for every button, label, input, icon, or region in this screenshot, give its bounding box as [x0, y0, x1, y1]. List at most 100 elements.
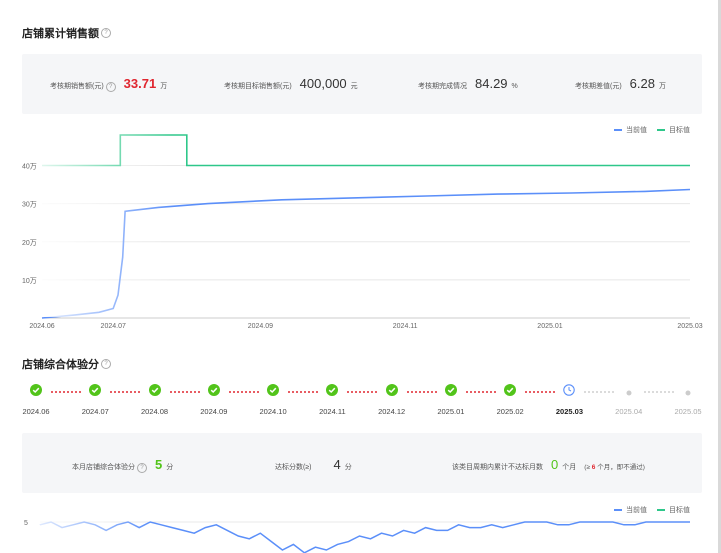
timeline-connector	[287, 391, 319, 393]
sales-chart-legend: 当前值 目标值	[604, 125, 690, 135]
timeline-month-label: 2024.12	[378, 407, 406, 416]
metric-sales-label: 考核期销售额(元)	[50, 83, 104, 90]
timeline-month-label: 2024.09	[200, 407, 228, 416]
timeline-connector	[405, 391, 437, 393]
y-tick-label: 10万	[22, 277, 37, 285]
timeline-month-label: 2025.04	[615, 407, 643, 416]
clock-icon[interactable]	[563, 383, 576, 401]
timeline-connector	[109, 391, 141, 393]
timeline-month-label: 2024.08	[140, 407, 169, 416]
timeline-connector	[642, 391, 674, 393]
x-tick-label: 2024.11	[393, 323, 418, 330]
timeline-connector	[168, 391, 200, 393]
metric-diff-label: 考核期差值(元)	[575, 83, 622, 90]
help-icon[interactable]: ?	[105, 82, 116, 92]
help-icon[interactable]: ?	[137, 463, 147, 473]
metric-fail-months-unit: 个月	[562, 464, 577, 471]
legend-current-swatch	[614, 509, 622, 511]
help-icon[interactable]: ?	[101, 359, 111, 369]
y-tick-label: 5	[24, 520, 28, 527]
metric-sales-unit: 万	[160, 83, 168, 90]
metric-standard-value: 4	[333, 457, 341, 472]
x-tick-label: 2024.09	[248, 323, 273, 330]
metric-fail-months: 该类目周期内累计不达标月数 0 个月 (≥ 6 个月，即不通过)	[452, 457, 645, 472]
timeline-connector	[227, 391, 260, 393]
fade-overlay	[40, 512, 150, 553]
x-tick-label: 2024.06	[29, 323, 54, 330]
check-circle-icon[interactable]	[326, 383, 339, 401]
legend-target-label[interactable]: 目标值	[669, 127, 690, 134]
legend-current-label[interactable]: 当前值	[626, 127, 647, 134]
metric-target-value: 400,000	[299, 76, 347, 91]
y-tick-label: 30万	[22, 201, 37, 209]
x-tick-label: 2025.01	[537, 323, 562, 330]
metric-completion-label: 考核期完成情况	[418, 83, 467, 90]
metric-target-unit: 元	[350, 83, 358, 90]
timeline-month-label: 2024.06	[22, 407, 50, 416]
section-title-experience-text: 店铺综合体验分	[22, 359, 99, 371]
timeline-connector	[346, 391, 378, 393]
legend-target-swatch	[657, 129, 665, 131]
fail-threshold-note: (≥ 6 个月，即不通过)	[584, 461, 645, 471]
check-circle-icon[interactable]	[385, 383, 398, 401]
check-circle-icon[interactable]	[444, 383, 457, 401]
metric-score-label: 本月店铺综合体验分	[72, 464, 135, 471]
metric-sales: 考核期销售额(元) ? 33.71 万	[50, 76, 167, 92]
check-circle-icon[interactable]	[30, 383, 42, 401]
legend-current-swatch	[614, 129, 622, 131]
legend-current-label[interactable]: 当前值	[626, 507, 647, 514]
check-circle-icon[interactable]	[89, 383, 102, 401]
timeline-connector	[524, 391, 556, 393]
legend-target-label[interactable]: 目标值	[669, 507, 690, 514]
metric-completion-value: 84.29	[475, 76, 508, 91]
pending-dot-icon[interactable]	[685, 383, 691, 401]
metric-standard-label: 达标分数(≥)	[275, 464, 312, 471]
frame-border	[718, 0, 721, 553]
legend-target-swatch	[657, 509, 665, 511]
score-chart-legend: 当前值 目标值	[604, 505, 690, 515]
metric-target: 考核期目标销售额(元) 400,000 元	[224, 76, 358, 91]
x-tick-label: 2025.03	[677, 323, 702, 330]
section-title-experience: 店铺综合体验分 ?	[22, 356, 111, 372]
metric-diff: 考核期差值(元) 6.28 万	[575, 76, 666, 91]
check-circle-icon[interactable]	[207, 383, 220, 401]
fail-note-prefix: (≥	[584, 464, 590, 471]
sales-line-chart: 10万 20万 30万 40万 2024.06 2024.07 2024.09 2024.11…	[22, 130, 703, 330]
metric-target-label: 考核期目标销售额(元)	[224, 83, 292, 90]
metric-score: 本月店铺综合体验分 ? 5 分	[72, 457, 173, 473]
section-title-sales-text: 店铺累计销售额	[22, 28, 99, 40]
metric-completion: 考核期完成情况 84.29 %	[418, 76, 518, 91]
timeline-connector	[464, 391, 497, 393]
fail-note-suffix: 个月，即不通过)	[597, 464, 645, 471]
timeline-month-label: 2024.11	[319, 407, 346, 416]
fail-note-number: 6	[591, 464, 596, 471]
y-tick-label: 40万	[22, 163, 37, 171]
timeline-connector	[50, 391, 82, 393]
x-tick-label: 2024.07	[101, 323, 126, 330]
timeline-month-label: 2024.10	[259, 407, 287, 416]
pending-dot-icon[interactable]	[626, 383, 632, 401]
section-title-sales: 店铺累计销售额 ?	[22, 25, 111, 41]
timeline-month-label: 2024.07	[81, 407, 109, 416]
check-circle-icon[interactable]	[267, 383, 280, 401]
fade-overlay	[42, 130, 172, 317]
metric-fail-months-label: 该类目周期内累计不达标月数	[452, 464, 543, 471]
timeline-month-label: 2025.05	[674, 407, 702, 416]
metric-score-unit: 分	[166, 464, 174, 471]
timeline-month-label: 2025.02	[496, 407, 524, 416]
experience-metrics-panel: 本月店铺综合体验分 ? 5 分 达标分数(≥) 4 分 该类目周期内累计不达标月…	[22, 433, 702, 493]
metric-score-value: 5	[155, 457, 163, 472]
help-icon[interactable]: ?	[101, 28, 111, 38]
check-circle-icon[interactable]	[504, 383, 517, 401]
metric-fail-months-value: 0	[551, 457, 559, 472]
check-circle-icon[interactable]	[148, 383, 161, 401]
score-line-chart: 5	[24, 512, 690, 553]
timeline-connector	[583, 391, 615, 393]
metric-standard-unit: 分	[344, 464, 352, 471]
metric-sales-value: 33.71	[123, 76, 157, 91]
timeline-month-label: 2025.03	[555, 407, 584, 416]
sales-metrics-panel: 考核期销售额(元) ? 33.71 万 考核期目标销售额(元) 400,000 …	[22, 54, 702, 114]
metric-diff-value: 6.28	[629, 76, 655, 91]
timeline-month-label: 2025.01	[437, 407, 465, 416]
metric-standard: 达标分数(≥) 4 分	[275, 457, 352, 472]
